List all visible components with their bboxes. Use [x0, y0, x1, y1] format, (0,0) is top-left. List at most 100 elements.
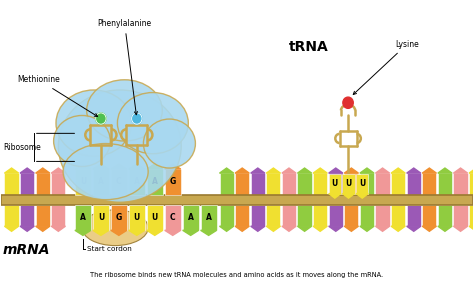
Bar	[147, 205, 163, 230]
Bar	[251, 173, 265, 195]
Bar	[75, 205, 91, 230]
Polygon shape	[111, 164, 127, 169]
Text: A: A	[188, 213, 193, 222]
Bar	[266, 205, 281, 226]
Bar	[235, 173, 249, 195]
Polygon shape	[344, 226, 358, 231]
Text: Lysine: Lysine	[353, 39, 419, 94]
Polygon shape	[147, 230, 163, 235]
Bar	[93, 169, 109, 195]
Ellipse shape	[118, 92, 188, 154]
Text: A: A	[152, 177, 158, 186]
Text: A: A	[206, 213, 211, 222]
Polygon shape	[266, 168, 281, 173]
Bar	[469, 205, 474, 226]
Bar	[298, 173, 312, 195]
Bar	[391, 173, 405, 195]
Polygon shape	[111, 230, 127, 235]
Text: U: U	[346, 179, 352, 188]
Polygon shape	[235, 168, 249, 173]
Bar	[344, 173, 358, 195]
Bar	[111, 169, 127, 195]
Circle shape	[343, 97, 353, 108]
Polygon shape	[4, 168, 18, 173]
Polygon shape	[251, 226, 265, 231]
Bar	[438, 173, 452, 195]
Polygon shape	[164, 230, 181, 235]
Polygon shape	[251, 168, 265, 173]
Ellipse shape	[144, 119, 195, 168]
Polygon shape	[342, 193, 355, 198]
Bar	[282, 205, 296, 226]
Text: A: A	[98, 177, 104, 186]
Polygon shape	[422, 226, 437, 231]
Bar	[282, 173, 296, 195]
Polygon shape	[51, 168, 65, 173]
Text: C: C	[170, 213, 175, 222]
Bar	[20, 173, 34, 195]
Bar	[422, 173, 437, 195]
Polygon shape	[182, 230, 199, 235]
Bar	[298, 205, 312, 226]
Polygon shape	[438, 226, 452, 231]
Text: U: U	[332, 179, 338, 188]
Polygon shape	[391, 168, 405, 173]
Text: U: U	[359, 179, 365, 188]
Text: The ribosome binds new tRNA molecules and amino acids as it moves along the mRNA: The ribosome binds new tRNA molecules an…	[91, 272, 383, 278]
Bar	[4, 205, 18, 226]
Bar	[164, 169, 181, 195]
Polygon shape	[407, 226, 421, 231]
Polygon shape	[4, 226, 18, 231]
Bar	[147, 169, 163, 195]
Text: Methionine: Methionine	[17, 75, 98, 116]
Ellipse shape	[58, 90, 181, 202]
Bar	[4, 173, 18, 195]
Text: U: U	[152, 213, 158, 222]
Text: Start cordon: Start cordon	[87, 246, 131, 252]
Polygon shape	[328, 193, 341, 198]
Text: tRNA: tRNA	[289, 39, 329, 54]
Bar	[360, 173, 374, 195]
Polygon shape	[219, 168, 234, 173]
Text: A: A	[134, 177, 140, 186]
Bar	[93, 205, 109, 230]
Bar	[36, 173, 50, 195]
Bar	[356, 174, 368, 193]
Polygon shape	[20, 168, 34, 173]
Bar	[391, 205, 405, 226]
Text: U: U	[134, 213, 140, 222]
Bar	[182, 205, 199, 230]
Polygon shape	[75, 230, 91, 235]
Circle shape	[132, 113, 142, 124]
Bar	[0, 195, 474, 205]
Ellipse shape	[82, 210, 148, 246]
Polygon shape	[20, 226, 34, 231]
Bar	[407, 173, 421, 195]
Bar	[111, 205, 127, 230]
Bar	[313, 205, 327, 226]
Text: mRNA: mRNA	[3, 243, 51, 257]
Polygon shape	[129, 230, 145, 235]
Polygon shape	[93, 164, 109, 169]
Text: G: G	[116, 213, 122, 222]
Text: C: C	[116, 177, 122, 186]
Polygon shape	[438, 168, 452, 173]
Bar	[328, 174, 341, 193]
Ellipse shape	[87, 80, 162, 141]
Polygon shape	[328, 168, 343, 173]
Ellipse shape	[56, 90, 132, 156]
Polygon shape	[201, 230, 217, 235]
Polygon shape	[328, 226, 343, 231]
Polygon shape	[344, 168, 358, 173]
Polygon shape	[36, 168, 50, 173]
Polygon shape	[93, 230, 109, 235]
Bar	[20, 205, 34, 226]
Bar	[313, 173, 327, 195]
Polygon shape	[235, 226, 249, 231]
Text: Phenylalanine: Phenylalanine	[98, 19, 152, 115]
Polygon shape	[313, 168, 327, 173]
Text: A: A	[80, 213, 86, 222]
Bar	[36, 205, 50, 226]
Polygon shape	[375, 226, 390, 231]
Polygon shape	[454, 226, 468, 231]
